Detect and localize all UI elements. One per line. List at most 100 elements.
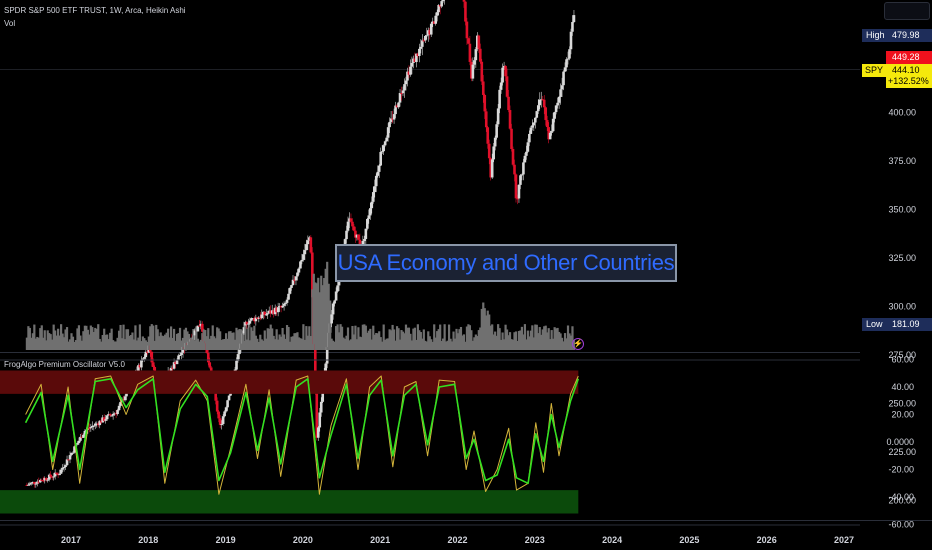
candle-body [114,413,118,415]
candle-body [220,423,223,425]
time-tick-label: 2020 [293,535,313,545]
candle-body [244,322,247,328]
candle-body [294,276,298,281]
volume-bar [262,340,265,350]
volume-bar [198,341,201,350]
volume-bar [220,339,223,350]
candle-body [333,300,336,304]
volume-bar [89,325,92,350]
volume-bar [366,332,369,350]
volume-bar [146,341,149,350]
volume-bar [70,333,73,350]
candle-body [272,310,275,315]
candle-body [93,423,97,426]
candle-body [545,120,549,128]
volume-bar [400,330,403,350]
volume-bar [352,334,356,350]
candle-body [278,306,281,308]
candle-body [501,67,504,83]
candle-body [223,411,226,417]
oscillator-title[interactable]: FrogAlgo Premium Oscillator V5.0 [4,360,125,369]
candle-body [434,15,438,24]
volume-bar [471,340,474,350]
candle-body [400,93,403,95]
candle-body [480,61,484,82]
volume-bar [351,325,354,350]
volume-bar [73,341,76,350]
lightning-icon[interactable]: ⚡ [572,338,584,350]
candle-body [410,62,414,67]
time-tick-label: 2024 [602,535,622,545]
candle-body [542,99,546,108]
candle-body [401,90,405,94]
volume-bar [31,333,34,350]
candle-body [199,323,203,326]
oscillator-tick-label: -40.00 [888,492,914,502]
candle-body [391,118,394,120]
candle-body [471,64,475,79]
volume-bar [36,336,39,350]
volume-bar [522,334,525,350]
candle-body [489,158,493,178]
volume-bar [461,335,464,350]
candle-body [550,131,553,133]
candle-body [493,137,497,147]
volume-bar [514,331,518,350]
volume-bar [37,337,40,350]
volume-bar [442,338,445,350]
volume-bar [214,338,217,350]
volume-bar [517,331,521,350]
candle-body [429,23,433,35]
oscillator-tick-label: -20.00 [888,465,914,475]
candle-body [484,111,488,128]
volume-bar [306,335,309,350]
candle-body [62,467,66,469]
candle-body [46,479,50,481]
volume-bar [104,334,107,350]
volume-bar [302,324,305,350]
candle-body [367,215,371,219]
volume-bar [563,333,567,350]
candle-body [146,351,149,353]
toolbar-button[interactable] [884,2,930,20]
candle-body [238,348,241,355]
volume-bar [150,324,153,350]
volume-bar [271,328,274,350]
candle-body [510,128,513,149]
volume-bar [204,330,207,350]
candle-body [392,114,396,120]
volume-bar [144,340,147,350]
volume-bar [299,338,302,350]
candle-body [394,105,397,115]
candle-body [358,239,362,246]
text-annotation[interactable]: USA Economy and Other Countries [335,244,677,282]
volume-bar [233,339,237,350]
candle-body [193,330,197,336]
volume-bar [565,338,568,350]
volume-bar [92,332,95,350]
candle-body [226,400,229,408]
volume-bar [250,327,253,350]
volume-bar [67,341,70,350]
high-flag-value: 479.98 [886,29,932,42]
volume-bar [321,285,324,350]
candle-body [422,40,426,42]
candle-body [64,465,67,468]
candle-body [363,238,366,241]
candle-body [282,303,286,306]
volume-bar [71,336,75,350]
volume-bar [555,328,558,350]
candle-body [297,268,301,273]
volume-bar [134,325,137,350]
candle-body [406,71,409,81]
candle-body [105,415,109,420]
candle-body [172,362,176,369]
candle-body [107,414,110,416]
candle-body [397,102,400,108]
candle-body [101,417,105,423]
volume-bar [278,334,281,350]
candle-body [425,35,429,37]
candle-body [412,58,415,63]
candle-body [505,76,509,97]
candle-body [516,198,519,200]
